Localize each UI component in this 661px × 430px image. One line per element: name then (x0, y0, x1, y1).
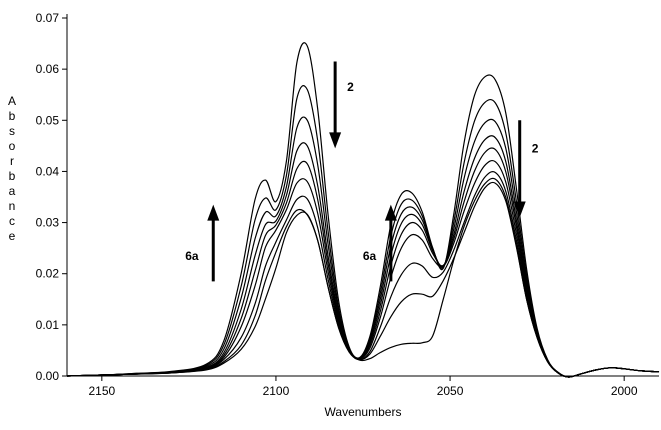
axes (66, 14, 659, 377)
annotation-label: 2 (532, 141, 539, 155)
spectrum-line-1 (66, 177, 660, 378)
y-tick-label: 0.02 (36, 267, 60, 281)
y-tick-label: 0.07 (36, 11, 60, 25)
annotation-label: 6a (363, 249, 377, 263)
y-axis-title-letter: A (8, 94, 16, 108)
arrow-up-head (207, 204, 220, 221)
y-axis-title-letter: e (9, 229, 16, 243)
x-tick-label: 2000 (611, 384, 638, 398)
x-tick-label: 2100 (263, 384, 290, 398)
annotation-label: 6a (185, 249, 199, 263)
annotations-group: 2 6a 6a 2 (185, 61, 539, 282)
y-axis-title-letter: o (9, 139, 16, 153)
spectrum-line-3 (66, 171, 660, 378)
x-tick-label: 2050 (437, 384, 464, 398)
spectrum-line-7 (66, 116, 660, 378)
x-tick-label: 2150 (88, 384, 115, 398)
y-ticks: 0.00 0.01 0.02 0.03 0.04 0.05 0.06 0.07 (36, 11, 67, 383)
annotation-label: 2 (347, 80, 354, 94)
y-tick-label: 0.06 (36, 62, 60, 76)
y-tick-label: 0.04 (36, 164, 60, 178)
spectrum-line-2 (66, 181, 660, 378)
y-axis-title-letter: r (10, 154, 14, 168)
arrow-up-head (384, 204, 397, 221)
y-axis-title-letter: c (9, 214, 15, 228)
y-tick-label: 0.03 (36, 216, 60, 230)
spectrum-line-8 (66, 85, 660, 378)
x-ticks: 2150 2100 2050 2000 (88, 376, 638, 398)
y-tick-label: 0.05 (36, 113, 60, 127)
y-axis-title-letter: n (9, 199, 16, 213)
y-axis-title-letter: b (9, 109, 16, 123)
y-axis-title-letter: b (9, 169, 16, 183)
x-axis-title: Wavenumbers (325, 405, 402, 419)
y-tick-label: 0.01 (36, 318, 60, 332)
arrow-down-head (329, 132, 342, 149)
arrow-down-head (513, 201, 526, 218)
y-tick-label: 0.00 (36, 369, 60, 383)
y-axis-title-letter: s (9, 124, 15, 138)
y-axis-title-letter: a (9, 184, 16, 198)
series-group (66, 42, 660, 378)
spectrum-line-9 (66, 42, 660, 378)
spectrum-line-4 (66, 159, 660, 378)
